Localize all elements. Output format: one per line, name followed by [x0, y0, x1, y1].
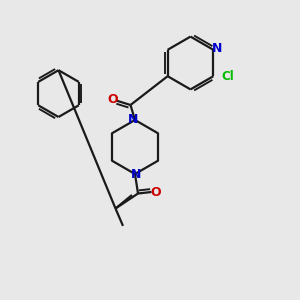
Text: O: O	[151, 185, 161, 199]
Text: N: N	[128, 113, 139, 126]
Text: Cl: Cl	[222, 70, 235, 83]
Text: N: N	[131, 168, 142, 181]
Text: O: O	[107, 93, 118, 106]
Text: N: N	[212, 42, 223, 55]
